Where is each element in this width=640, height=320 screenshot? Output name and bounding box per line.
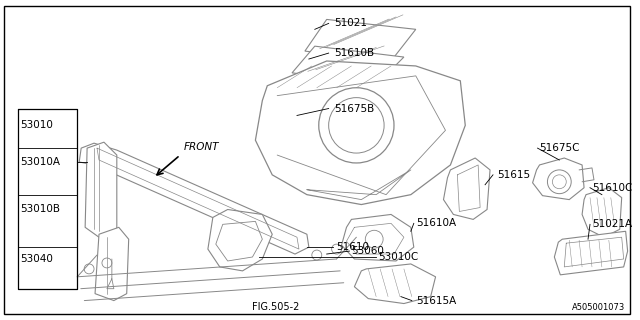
Polygon shape: [305, 20, 416, 61]
Polygon shape: [355, 264, 436, 304]
Text: 51610C: 51610C: [592, 183, 632, 193]
Text: 53010B: 53010B: [20, 204, 60, 214]
Polygon shape: [208, 210, 272, 271]
Text: 51610B: 51610B: [335, 48, 375, 58]
Text: A505001073: A505001073: [572, 303, 626, 312]
Text: 53040: 53040: [20, 254, 52, 264]
Polygon shape: [95, 227, 129, 300]
Polygon shape: [79, 143, 309, 254]
Text: 53010A: 53010A: [20, 157, 60, 167]
Text: FIG.505-2: FIG.505-2: [252, 301, 300, 311]
Polygon shape: [444, 158, 490, 220]
Polygon shape: [342, 214, 414, 261]
Text: 53010C: 53010C: [378, 252, 419, 262]
Text: 51675C: 51675C: [540, 143, 580, 153]
Polygon shape: [554, 231, 628, 275]
Text: 53060: 53060: [351, 246, 384, 256]
Text: 51615A: 51615A: [416, 296, 456, 306]
Text: 51610: 51610: [337, 242, 369, 252]
Polygon shape: [532, 158, 584, 200]
Polygon shape: [292, 46, 404, 83]
Text: 51021A: 51021A: [592, 219, 632, 229]
Text: FRONT: FRONT: [184, 142, 220, 152]
Polygon shape: [255, 61, 465, 204]
Text: 51675B: 51675B: [335, 104, 375, 114]
Polygon shape: [216, 221, 262, 261]
Text: 51610A: 51610A: [416, 218, 456, 228]
Text: 51615: 51615: [497, 170, 530, 180]
Text: 53010: 53010: [20, 120, 52, 130]
Polygon shape: [85, 142, 117, 237]
Polygon shape: [582, 188, 621, 237]
Text: 51021: 51021: [335, 18, 367, 28]
